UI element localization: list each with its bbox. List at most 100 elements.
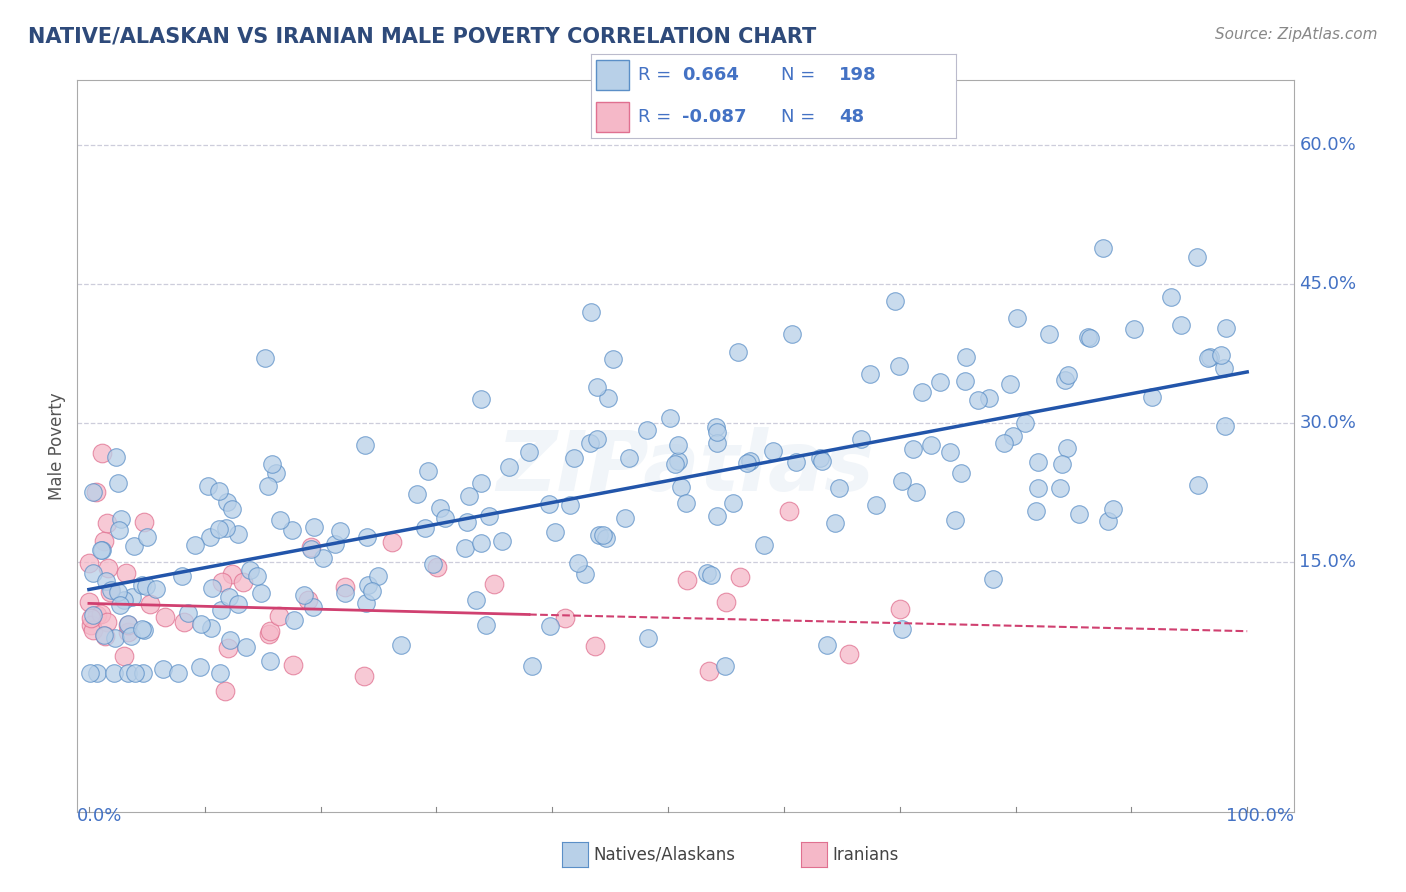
Point (117, 618, 139, 632)
Point (737, 456, 759, 470)
Point (484, 577, 506, 591)
Point (269, 513, 291, 527)
Point (254, 351, 277, 365)
Point (93, 628, 115, 642)
Point (329, 524, 352, 539)
Point (122, 539, 145, 553)
Point (93, 629, 115, 643)
Point (454, 541, 477, 555)
Point (1053, 373, 1076, 387)
Point (637, 632, 659, 646)
Point (292, 588, 315, 602)
Text: 60.0%: 60.0% (1299, 136, 1355, 154)
Point (360, 584, 382, 599)
Y-axis label: Male Poverty: Male Poverty (48, 392, 66, 500)
Point (173, 615, 195, 630)
Point (738, 454, 761, 468)
Point (579, 435, 602, 450)
Point (96, 615, 118, 629)
Point (211, 574, 233, 589)
Point (1014, 416, 1036, 430)
Point (470, 536, 492, 550)
Text: NATIVE/ALASKAN VS IRANIAN MALE POVERTY CORRELATION CHART: NATIVE/ALASKAN VS IRANIAN MALE POVERTY C… (28, 27, 817, 46)
Point (96, 516, 118, 531)
Point (281, 523, 304, 537)
Point (676, 573, 699, 587)
Point (357, 578, 380, 592)
Point (583, 639, 606, 653)
Point (82, 566, 104, 580)
Point (184, 538, 207, 552)
Point (117, 617, 139, 632)
Point (470, 475, 492, 490)
Point (945, 513, 967, 527)
Point (354, 597, 377, 611)
Point (235, 640, 257, 654)
Point (706, 436, 728, 450)
Point (1101, 501, 1123, 516)
Point (214, 520, 236, 534)
Point (939, 445, 962, 459)
Point (232, 575, 254, 590)
Point (911, 384, 934, 399)
Point (354, 438, 377, 452)
Point (977, 391, 1000, 405)
Point (90, 446, 112, 460)
Point (90, 543, 112, 558)
Point (520, 659, 543, 673)
Point (80, 611, 103, 625)
Point (120, 629, 142, 643)
Point (312, 550, 335, 565)
Point (949, 466, 972, 480)
Point (301, 600, 323, 615)
Point (752, 538, 775, 552)
Point (131, 623, 153, 637)
Point (558, 499, 581, 513)
Point (666, 438, 689, 452)
Point (107, 584, 129, 599)
Point (1213, 419, 1236, 434)
Point (598, 392, 620, 406)
Point (172, 568, 194, 582)
Point (1170, 318, 1192, 333)
Point (333, 585, 356, 599)
Point (778, 504, 800, 518)
Point (94, 574, 117, 589)
Point (108, 598, 131, 612)
Point (1026, 454, 1049, 468)
Point (664, 457, 686, 471)
Point (659, 410, 682, 425)
Text: Natives/Alaskans: Natives/Alaskans (593, 846, 735, 863)
Point (239, 563, 262, 577)
Point (1077, 330, 1099, 344)
Point (356, 530, 378, 544)
Point (152, 662, 174, 676)
Point (887, 359, 910, 373)
Point (617, 450, 640, 465)
Point (675, 496, 697, 510)
Point (405, 487, 427, 501)
Point (574, 567, 596, 582)
Point (1080, 331, 1102, 345)
Point (828, 481, 851, 495)
Point (1212, 360, 1234, 375)
Point (304, 519, 326, 533)
Point (176, 606, 198, 620)
Point (538, 497, 561, 511)
Point (299, 541, 322, 556)
Point (416, 464, 439, 478)
Text: 30.0%: 30.0% (1299, 414, 1357, 432)
Point (82, 623, 104, 637)
Point (105, 450, 128, 464)
Point (207, 522, 229, 536)
Text: R =: R = (638, 66, 671, 84)
Point (808, 450, 831, 465)
Point (117, 665, 139, 680)
Point (1187, 478, 1209, 492)
Point (124, 665, 146, 680)
Text: 45.0%: 45.0% (1299, 275, 1357, 293)
Point (226, 597, 249, 611)
Point (136, 530, 159, 544)
Point (256, 479, 278, 493)
Point (998, 376, 1021, 391)
